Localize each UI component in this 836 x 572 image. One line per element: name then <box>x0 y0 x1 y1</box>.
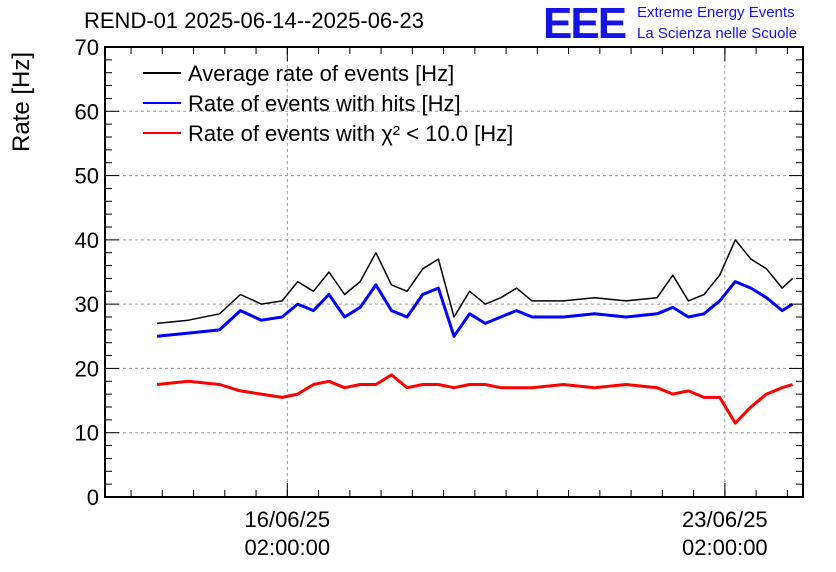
y-tick-label: 60 <box>75 99 99 124</box>
y-tick-labels: 0 10 20 30 40 50 60 70 <box>75 35 99 510</box>
y-tick-label: 50 <box>75 164 99 189</box>
x-tick-labels: 16/06/25 02:00:00 23/06/25 02:00:00 <box>244 507 767 560</box>
series-layer <box>156 239 794 425</box>
x-tick-label-date: 23/06/25 <box>682 507 768 532</box>
series-line-0 <box>157 239 794 325</box>
chart-title: REND-01 2025-06-14--2025-06-23 <box>84 8 424 33</box>
legend: Average rate of events [Hz] Rate of event… <box>143 61 513 146</box>
plot-frame <box>104 46 804 498</box>
y-tick-label: 70 <box>75 35 99 60</box>
y-axis-label: Rate [Hz] <box>8 52 35 152</box>
x-tick-label-date: 16/06/25 <box>244 507 330 532</box>
legend-label: Rate of events with hits [Hz] <box>188 91 461 116</box>
logo-line-1: Extreme Energy Events <box>637 4 795 21</box>
x-tick-label-time: 02:00:00 <box>682 535 768 560</box>
y-tick-label: 40 <box>75 228 99 253</box>
y-tick-label: 10 <box>75 421 99 446</box>
series-line-2 <box>156 373 794 425</box>
x-tick-label-time: 02:00:00 <box>244 535 330 560</box>
y-tick-label: 0 <box>87 485 99 510</box>
eee-logo: EEE <box>543 0 627 48</box>
logo-line-2: La Scienza nelle Scuole <box>637 25 798 42</box>
y-tick-label: 30 <box>75 292 99 317</box>
axis-ticks <box>105 46 803 498</box>
legend-label: Average rate of events [Hz] <box>188 61 454 86</box>
y-tick-label: 20 <box>75 356 99 381</box>
grid-lines <box>105 47 803 497</box>
legend-label: Rate of events with χ² < 10.0 [Hz] <box>188 121 513 146</box>
series-line-1 <box>156 280 794 338</box>
